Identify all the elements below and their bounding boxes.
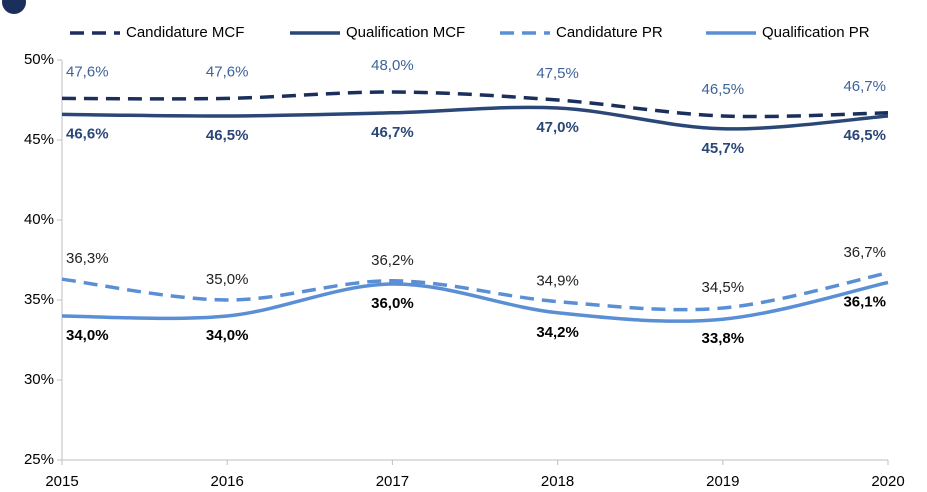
x-tick-label: 2016 [211, 473, 244, 490]
data-label: 46,5% [843, 127, 886, 144]
legend-label: Candidature MCF [126, 24, 244, 41]
data-label: 34,0% [66, 327, 109, 344]
data-label: 47,6% [66, 63, 109, 80]
data-label: 34,0% [206, 327, 249, 344]
x-tick-label: 2017 [376, 473, 409, 490]
data-label: 36,3% [66, 250, 109, 267]
data-label: 36,1% [843, 293, 886, 310]
legend-label: Qualification PR [762, 24, 870, 41]
data-label: 45,7% [702, 140, 745, 157]
y-tick-label: 40% [24, 211, 54, 228]
series-line [61, 280, 889, 323]
legend-label: Candidature PR [556, 24, 663, 41]
data-label: 46,5% [702, 81, 745, 98]
data-label: 47,5% [536, 65, 579, 82]
data-label: 46,5% [206, 127, 249, 144]
data-label: 47,6% [206, 63, 249, 80]
x-tick-label: 2015 [45, 473, 78, 490]
data-label: 34,9% [536, 273, 579, 290]
x-tick-label: 2020 [871, 473, 904, 490]
legend-label: Qualification MCF [346, 24, 465, 41]
data-label: 36,7% [843, 244, 886, 261]
series-line [61, 271, 889, 312]
y-tick-label: 45% [24, 131, 54, 148]
data-label: 48,0% [371, 57, 414, 74]
y-tick-label: 35% [24, 291, 54, 308]
x-tick-label: 2018 [541, 473, 574, 490]
data-label: 46,6% [66, 125, 109, 142]
y-tick-label: 50% [24, 51, 54, 68]
series-line [61, 105, 889, 131]
y-tick-label: 25% [24, 451, 54, 468]
data-label: 46,7% [843, 78, 886, 95]
data-label: 34,5% [702, 279, 745, 296]
x-tick-label: 2019 [706, 473, 739, 490]
data-label: 33,8% [702, 330, 745, 347]
data-label: 47,0% [536, 119, 579, 136]
data-label: 35,0% [206, 271, 249, 288]
y-tick-label: 30% [24, 371, 54, 388]
data-label: 34,2% [536, 324, 579, 341]
series-line [61, 90, 889, 119]
logo-fragment [2, 0, 26, 14]
data-label: 36,2% [371, 252, 414, 269]
data-label: 46,7% [371, 124, 414, 141]
data-label: 36,0% [371, 295, 414, 312]
